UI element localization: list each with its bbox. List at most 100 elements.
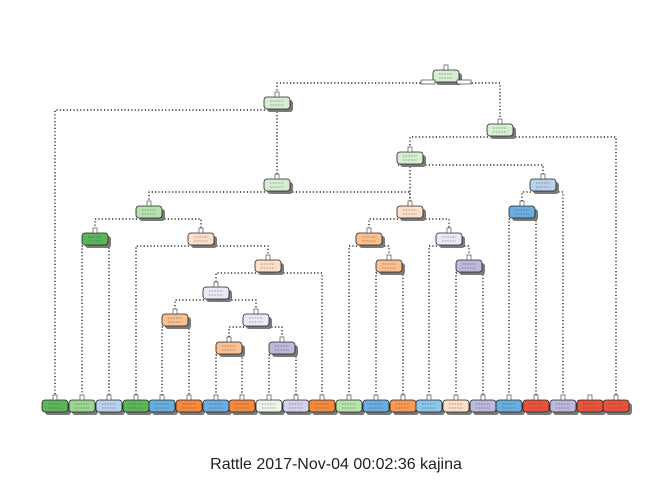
leaf-16 — [442, 394, 472, 415]
leaf-3 — [95, 394, 125, 415]
node-13-number-tab — [407, 200, 413, 207]
leaf-12 — [335, 394, 365, 415]
node-25-number-tab — [198, 227, 204, 234]
edge-node-53-to-leaf-13 — [375, 272, 377, 398]
leaf-11 — [308, 394, 338, 415]
node-102-number-tab — [213, 281, 219, 288]
leaf-19 — [522, 394, 552, 415]
edge-node-48-to-leaf-2 — [81, 245, 83, 398]
edge-node-6-to-node-13 — [398, 164, 411, 204]
node-410-box — [215, 341, 243, 355]
leaf-6-box — [175, 399, 203, 413]
leaf-22 — [602, 394, 632, 415]
leaf-2-number-tab — [79, 394, 85, 401]
node-410 — [215, 336, 245, 357]
node-14 — [508, 200, 538, 221]
node-7-box — [529, 178, 557, 192]
leaf-4 — [122, 394, 152, 415]
edge-node-102-to-node-204 — [174, 299, 204, 312]
node-14-box — [508, 205, 536, 219]
node-55-box — [455, 259, 483, 273]
edge-node-3-to-node-6 — [409, 136, 488, 150]
leaf-1-box — [41, 399, 69, 413]
edge-node-1-to-node-2 — [276, 82, 434, 95]
leaf-7-box — [202, 399, 230, 413]
leaf-13 — [362, 394, 392, 415]
leaf-9-box — [255, 399, 283, 413]
node-26-box — [355, 232, 383, 246]
edge-node-6-to-node-7 — [422, 164, 544, 177]
node-51 — [254, 254, 284, 275]
leaf-8-box — [228, 399, 256, 413]
node-7-number-tab — [540, 173, 546, 180]
leaf-22-box — [602, 399, 630, 413]
leaf-20-box — [549, 399, 577, 413]
edge-node-55-to-leaf-17 — [481, 272, 484, 398]
node-13 — [396, 200, 426, 221]
edge-node-14-to-leaf-19 — [534, 218, 537, 398]
leaf-10-number-tab — [293, 394, 299, 401]
node-12 — [263, 173, 293, 194]
leaf-3-number-tab — [106, 394, 112, 401]
edge-node-26-to-node-53 — [381, 245, 390, 258]
leaf-14 — [389, 394, 419, 415]
leaf-18-number-tab — [506, 394, 512, 401]
edge-node-204-to-leaf-6 — [187, 326, 190, 398]
leaf-16-number-tab — [453, 394, 459, 401]
leaf-19-number-tab — [533, 394, 539, 401]
node-51-number-tab — [265, 254, 271, 261]
node-2-box — [263, 96, 291, 110]
leaf-21-number-tab — [587, 394, 593, 401]
node-2 — [263, 91, 293, 112]
node-25 — [187, 227, 217, 248]
node-27-number-tab — [446, 227, 452, 234]
leaf-22-number-tab — [613, 394, 619, 401]
node-205-number-tab — [253, 308, 259, 315]
leaf-9-number-tab — [266, 394, 272, 401]
edge-node-12-to-node-24 — [148, 191, 265, 204]
leaf-4-number-tab — [133, 394, 139, 401]
tree-nodes — [41, 64, 632, 415]
node-1 — [420, 64, 472, 85]
node-6-number-tab — [407, 146, 413, 153]
edge-node-205-to-node-411 — [268, 326, 283, 340]
node-3-box — [486, 123, 514, 137]
leaf-20 — [549, 394, 579, 415]
leaf-8-number-tab — [239, 394, 245, 401]
leaf-1 — [41, 394, 71, 415]
edge-node-7-to-node-14 — [521, 191, 531, 204]
node-13-box — [396, 205, 424, 219]
node-26-number-tab — [366, 227, 372, 234]
leaf-21-box — [576, 399, 604, 413]
leaf-19-box — [522, 399, 550, 413]
edge-node-3-to-leaf-22 — [512, 136, 617, 398]
edge-node-13-to-node-27 — [422, 218, 450, 231]
edge-node-204-to-leaf-5 — [161, 326, 163, 398]
leaf-6 — [175, 394, 205, 415]
node-6 — [396, 146, 426, 167]
node-53-number-tab — [386, 254, 392, 261]
edge-node-7-to-leaf-20 — [555, 191, 564, 398]
node-6-box — [396, 151, 424, 165]
edge-node-48-to-leaf-3 — [107, 245, 110, 398]
node-48-number-tab — [92, 227, 98, 234]
leaf-12-box — [335, 399, 363, 413]
node-411-number-tab — [279, 336, 285, 343]
node-205 — [242, 308, 272, 329]
tree-edges — [54, 82, 617, 398]
edge-node-2-to-leaf-1 — [54, 109, 265, 398]
leaf-14-number-tab — [400, 394, 406, 401]
node-2-number-tab — [274, 91, 280, 98]
leaf-5-number-tab — [159, 394, 165, 401]
node-53-box — [375, 259, 403, 273]
node-1-split-label — [420, 79, 436, 85]
plot-caption: Rattle 2017-Nov-04 00:02:36 kajina — [210, 456, 462, 473]
node-24 — [135, 200, 165, 221]
node-25-box — [187, 232, 215, 246]
leaf-7 — [202, 394, 232, 415]
edge-node-24-to-node-25 — [161, 218, 202, 231]
node-410-number-tab — [226, 336, 232, 343]
edge-node-14-to-leaf-18 — [508, 218, 510, 398]
node-27-box — [435, 232, 463, 246]
node-26 — [355, 227, 385, 248]
